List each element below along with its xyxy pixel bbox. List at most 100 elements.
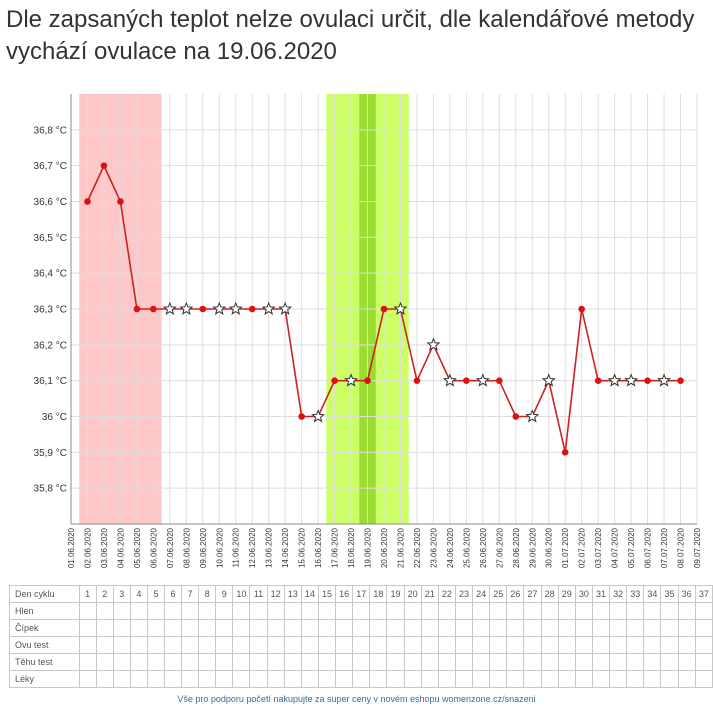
- star-point: [228, 301, 243, 315]
- table-cell: [317, 653, 337, 671]
- table-cell: [540, 653, 559, 671]
- table-row: Hlen: [9, 602, 713, 620]
- table-cell: [591, 602, 611, 620]
- table-cell: [181, 602, 200, 620]
- star-point: [212, 301, 227, 315]
- x-tick-label: 04.06.2020: [116, 527, 125, 568]
- table-cell: [437, 619, 456, 637]
- table-cell: [489, 619, 508, 637]
- cycle-day-cell: 31: [591, 585, 611, 603]
- x-tick-label: 17.06.2020: [331, 527, 340, 568]
- star-point: [426, 337, 441, 351]
- table-cell: [112, 602, 131, 620]
- data-point: [677, 377, 684, 384]
- star-point: [162, 301, 177, 315]
- table-cell: [317, 670, 337, 688]
- data-point: [413, 377, 421, 384]
- cycle-day-cell: 25: [489, 585, 508, 603]
- table-cell: [677, 619, 696, 637]
- table-cell: [472, 619, 491, 637]
- table-cell: [215, 670, 234, 688]
- table-cell: [643, 670, 662, 688]
- cycle-day-cell: 7: [181, 585, 200, 603]
- table-cell: [472, 670, 491, 688]
- x-tick-label: 11.06.2020: [232, 527, 241, 567]
- table-row: Čípek: [9, 619, 713, 637]
- y-tick-label: 36 °C: [42, 412, 67, 423]
- x-tick-label: 28.06.2020: [512, 527, 521, 568]
- table-cell: [540, 636, 559, 654]
- table-cell: [574, 602, 593, 620]
- data-point: [248, 305, 256, 313]
- cycle-day-cell: 4: [129, 585, 148, 603]
- temperature-chart: 35,8 °C 35,9 °C 36 °C 36,1 °C 36,2 °C 36,3 °C…: [34, 94, 702, 568]
- y-tick-label: 36,2 °C: [34, 340, 67, 351]
- table-cell: [198, 602, 217, 620]
- star-point: [541, 373, 556, 387]
- y-tick-label: 36,6 °C: [34, 197, 67, 208]
- table-cell: [95, 670, 114, 688]
- table-cell: [266, 619, 285, 637]
- table-cell: [591, 670, 611, 688]
- table-cell: [557, 653, 576, 671]
- table-cell: [437, 636, 456, 654]
- data-point: [380, 305, 388, 313]
- table-cell: [506, 602, 525, 620]
- star-point: [657, 373, 672, 387]
- table-cell: [78, 602, 97, 620]
- cycle-day-cell: 26: [506, 585, 525, 603]
- table-cell: [420, 602, 439, 620]
- table-cell: [694, 636, 713, 654]
- table-cell: [369, 602, 388, 620]
- table-cell: [643, 602, 662, 620]
- y-tick-label: 35,8 °C: [34, 484, 67, 495]
- x-tick-label: 01.07.2020: [561, 527, 570, 568]
- table-cell: [215, 602, 234, 620]
- data-point: [512, 413, 520, 420]
- table-cell: [146, 602, 166, 620]
- table-cell: [506, 636, 525, 654]
- cycle-day-cell: 29: [557, 585, 576, 603]
- table-row: Léky: [9, 670, 713, 688]
- x-tick-label: 27.06.2020: [495, 527, 504, 568]
- table-cell: [163, 619, 183, 637]
- x-tick-label: 19.06.2020: [364, 527, 373, 568]
- table-cell: [215, 636, 234, 654]
- table-cell: [540, 619, 559, 637]
- table-cell: [146, 670, 166, 688]
- cycle-day-cell: 35: [660, 585, 679, 603]
- data-point: [578, 305, 585, 313]
- table-cell: [506, 619, 525, 637]
- table-cell: [591, 636, 611, 654]
- table-cell: [403, 619, 422, 637]
- cycle-day-cell: 28: [540, 585, 559, 603]
- table-cell: [249, 619, 268, 637]
- table-cell: [694, 653, 713, 671]
- table-cell: [403, 670, 422, 688]
- row-label: Těhu test: [9, 653, 80, 671]
- table-cell: [506, 670, 525, 688]
- table-cell: [215, 619, 234, 637]
- table-cell: [420, 636, 439, 654]
- y-tick-label: 36,3 °C: [34, 305, 67, 316]
- table-cell: [574, 670, 593, 688]
- x-tick-label: 16.06.2020: [314, 527, 323, 568]
- table-cell: [557, 619, 576, 637]
- y-tick-label: 36,7 °C: [34, 161, 67, 172]
- table-cell: [420, 619, 439, 637]
- table-cell: [694, 670, 713, 688]
- x-tick-label: 26.06.2020: [479, 527, 488, 568]
- table-cell: [626, 636, 645, 654]
- table-cell: [643, 619, 662, 637]
- footer-note[interactable]: Vše pro podporu početí nakupujte za supe…: [177, 694, 536, 704]
- x-tick-label: 15.06.2020: [298, 527, 307, 568]
- table-cell: [300, 636, 319, 654]
- table-cell: [694, 619, 713, 637]
- star-point: [624, 373, 639, 387]
- table-cell: [146, 619, 166, 637]
- table-cell: [112, 619, 131, 637]
- cycle-day-cell: 23: [454, 585, 474, 603]
- table-cell: [660, 670, 679, 688]
- star-point: [311, 409, 326, 423]
- x-tick-label: 09.07.2020: [693, 527, 702, 568]
